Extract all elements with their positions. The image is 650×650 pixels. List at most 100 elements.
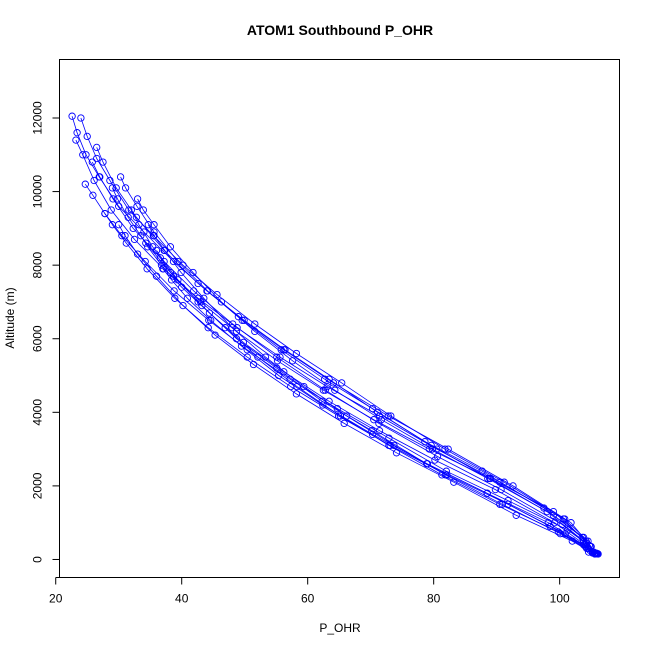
data-point <box>251 320 259 328</box>
data-point <box>93 154 101 163</box>
series-line-14 <box>96 147 592 547</box>
data-point <box>321 386 329 394</box>
x-tick-label: 40 <box>175 592 189 606</box>
data-point <box>368 427 376 435</box>
y-tick-label: 0 <box>31 556 45 563</box>
data-point <box>243 346 251 354</box>
data-point <box>444 445 452 453</box>
data-point <box>549 511 558 519</box>
data-point <box>239 338 248 347</box>
data-point <box>73 129 81 137</box>
x-tick-label: 60 <box>301 592 315 606</box>
series-line-10 <box>147 224 591 551</box>
data-point <box>107 206 115 214</box>
data-point <box>150 228 158 236</box>
data-point <box>106 176 114 185</box>
data-point <box>491 485 500 494</box>
y-tick-label: 10000 <box>31 175 45 209</box>
data-point <box>483 489 491 497</box>
data-point <box>237 342 246 350</box>
data-point <box>441 445 449 453</box>
data-point <box>273 364 281 372</box>
data-point <box>83 132 91 141</box>
data-point <box>288 357 297 365</box>
series-line-12 <box>112 187 597 554</box>
data-point <box>156 254 164 262</box>
data-point <box>194 298 202 306</box>
data-point <box>121 232 129 240</box>
series-line-7 <box>137 198 596 554</box>
y-axis: 0 2000 4000 6000 8000 10000 12000 <box>31 101 60 563</box>
data-point <box>261 353 270 361</box>
data-point <box>189 268 197 277</box>
data-point <box>139 206 147 214</box>
data-point <box>179 261 187 269</box>
data-point <box>108 184 117 192</box>
data-point <box>133 195 142 203</box>
y-tick-label: 8000 <box>31 251 45 278</box>
plot-points <box>68 112 602 558</box>
data-point <box>329 379 338 387</box>
data-point <box>132 213 141 221</box>
data-point <box>334 412 343 420</box>
data-point <box>152 272 161 280</box>
y-tick-label: 6000 <box>31 325 45 352</box>
data-point <box>567 519 575 527</box>
data-point <box>233 324 241 332</box>
data-point <box>198 301 206 310</box>
data-point <box>385 434 393 442</box>
data-point <box>221 324 229 332</box>
data-point <box>375 427 384 435</box>
data-point <box>179 301 187 310</box>
x-tick-label: 100 <box>550 592 570 606</box>
data-point <box>234 313 243 321</box>
data-point <box>177 268 185 277</box>
data-point <box>159 265 167 273</box>
data-point <box>152 246 161 255</box>
y-tick-label: 2000 <box>31 472 45 499</box>
data-point <box>554 528 563 536</box>
data-point <box>428 445 437 453</box>
data-point <box>213 290 221 299</box>
data-point <box>280 368 288 376</box>
data-point <box>251 327 259 336</box>
data-point <box>484 474 492 483</box>
data-point <box>144 221 152 229</box>
data-point <box>99 158 107 166</box>
data-point <box>300 382 308 391</box>
data-point <box>204 324 212 332</box>
data-point <box>293 382 301 391</box>
x-tick-label: 80 <box>427 592 441 606</box>
data-point <box>129 224 137 233</box>
y-axis-label: Altitude (m) <box>3 287 17 348</box>
data-point <box>568 537 576 545</box>
data-point <box>390 441 398 450</box>
data-point <box>142 239 150 247</box>
data-point <box>115 202 123 210</box>
data-point <box>101 209 109 218</box>
series-line-2 <box>80 117 594 554</box>
data-point <box>438 471 446 479</box>
data-point <box>89 191 97 199</box>
data-point <box>331 386 339 394</box>
data-point <box>194 279 202 288</box>
data-point <box>321 375 329 383</box>
data-point <box>150 232 158 240</box>
data-point <box>150 221 158 229</box>
data-point <box>169 257 178 266</box>
data-point <box>77 114 85 122</box>
data-point <box>498 500 506 508</box>
data-point <box>375 419 383 428</box>
data-point <box>385 441 393 450</box>
data-point <box>118 232 126 240</box>
x-axis-label: P_OHR <box>319 621 361 635</box>
data-point <box>375 412 384 420</box>
series-line-1 <box>71 116 589 553</box>
data-point <box>121 184 130 192</box>
data-point <box>135 221 143 229</box>
data-point <box>183 294 192 302</box>
data-point <box>421 438 429 446</box>
data-point <box>125 206 133 214</box>
data-point <box>504 500 512 508</box>
